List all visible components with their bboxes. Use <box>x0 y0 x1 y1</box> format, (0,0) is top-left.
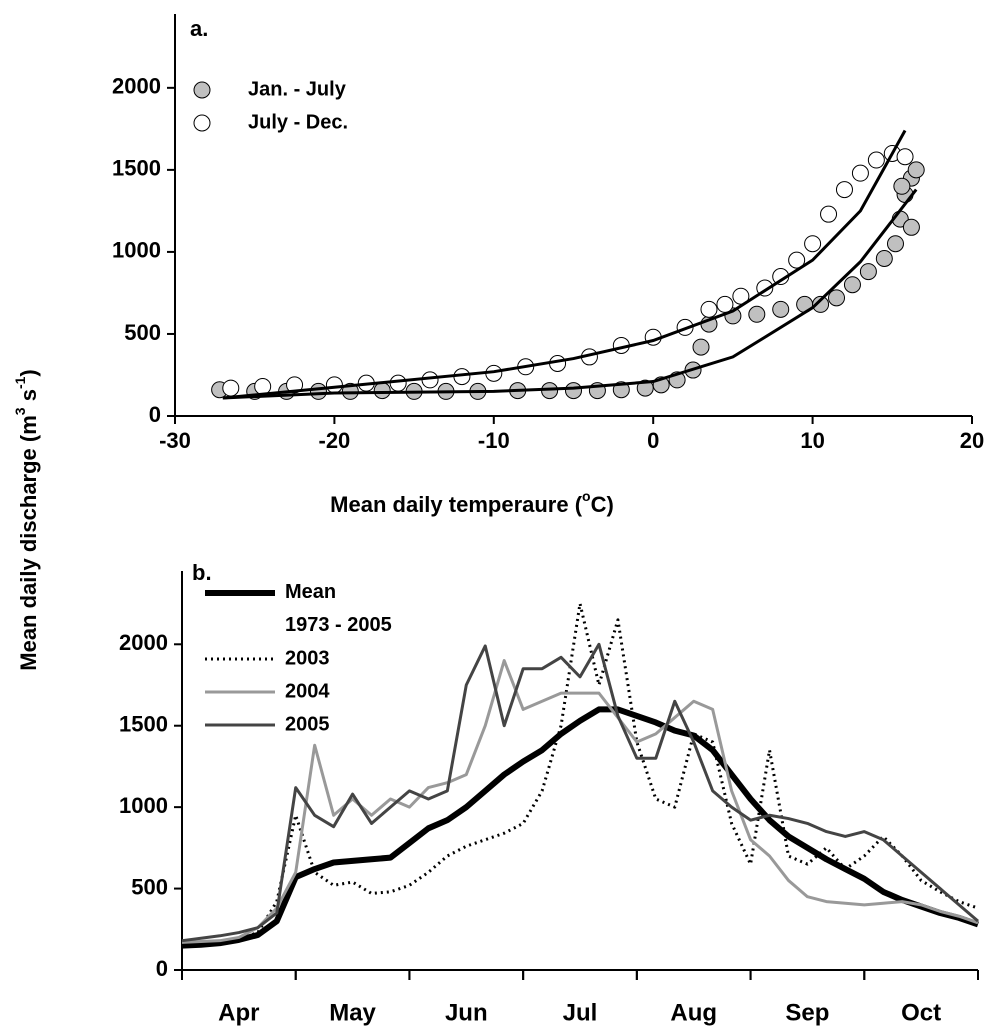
legend-label: 2004 <box>285 680 330 702</box>
legend-label: 2003 <box>285 647 330 669</box>
point <box>309 382 327 400</box>
point <box>373 382 391 400</box>
label-part: s <box>16 389 41 407</box>
series-line <box>181 659 979 944</box>
point <box>286 376 304 394</box>
point <box>875 249 893 267</box>
trend-line <box>222 188 918 400</box>
point <box>254 377 272 395</box>
point <box>716 295 734 313</box>
point <box>389 374 407 392</box>
y-tick-label: 500 <box>131 874 168 899</box>
x-tick-label: Jul <box>563 999 598 1026</box>
point <box>636 379 654 397</box>
x-tick-label: Oct <box>901 999 941 1026</box>
point <box>843 276 861 294</box>
label-part: ) <box>16 369 41 376</box>
y-tick-label: 1000 <box>119 793 168 818</box>
point <box>851 164 869 182</box>
trend-line <box>222 129 907 400</box>
point <box>859 263 877 281</box>
legend-label: July - Dec. <box>248 111 348 133</box>
legend-label: 2005 <box>285 713 330 735</box>
label-part: Mean daily discharge (m <box>16 415 41 671</box>
legend-line: Mean <box>285 581 336 603</box>
y-axis-label: Mean daily discharge (m3 s-1) <box>12 369 41 670</box>
series-line <box>181 642 979 943</box>
x-tick-label: Aug <box>670 999 717 1026</box>
y-tick-label: 0 <box>156 956 168 981</box>
legend-line: 1973 - 2005 <box>285 614 392 636</box>
point <box>828 289 846 307</box>
y-tick-label: 2000 <box>112 74 161 99</box>
x-tick-label: Apr <box>218 999 259 1026</box>
x-tick-label: Sep <box>785 999 829 1026</box>
point <box>886 235 904 253</box>
x-tick-label: 20 <box>960 428 984 453</box>
label-sup: o <box>582 488 591 504</box>
y-tick-label: 1500 <box>112 156 161 181</box>
label-part: Mean daily temperaure ( <box>330 492 583 517</box>
point <box>820 205 838 223</box>
legend-marker <box>193 114 211 132</box>
point <box>907 161 925 179</box>
y-tick-label: 2000 <box>119 630 168 655</box>
point <box>804 235 822 253</box>
point <box>565 382 582 400</box>
point <box>867 151 885 169</box>
point <box>325 376 343 394</box>
label-part: C) <box>591 492 614 517</box>
series-line <box>182 602 979 948</box>
x-tick-label: -30 <box>159 428 191 453</box>
panel-label: a. <box>190 16 208 41</box>
label-sup: 3 <box>12 407 28 415</box>
legend-label: Jan. - July <box>248 78 347 100</box>
x-tick-label: -10 <box>478 428 510 453</box>
point <box>902 218 920 236</box>
x-tick-label: 0 <box>647 428 659 453</box>
point <box>222 379 240 397</box>
point <box>835 181 853 199</box>
point <box>788 251 806 269</box>
point <box>896 148 914 166</box>
label-sup: -1 <box>12 376 28 389</box>
x-tick-label: May <box>329 999 376 1026</box>
y-tick-label: 1500 <box>119 712 168 737</box>
legend-label: Mean 1973 - 2005 <box>285 581 392 636</box>
panel-label: b. <box>192 560 212 585</box>
point <box>692 338 710 356</box>
y-tick-label: 500 <box>124 320 161 345</box>
x-tick-label: 10 <box>800 428 824 453</box>
point <box>700 300 718 318</box>
legend-marker <box>193 81 211 99</box>
point <box>812 295 830 313</box>
y-tick-label: 0 <box>149 402 161 427</box>
x-tick-label: Jun <box>445 999 488 1026</box>
point <box>772 300 790 318</box>
point <box>748 305 766 323</box>
x-axis-label: Mean daily temperaure (oC) <box>330 488 614 517</box>
y-tick-label: 1000 <box>112 238 161 263</box>
x-tick-label: -20 <box>319 428 351 453</box>
point <box>893 177 911 195</box>
